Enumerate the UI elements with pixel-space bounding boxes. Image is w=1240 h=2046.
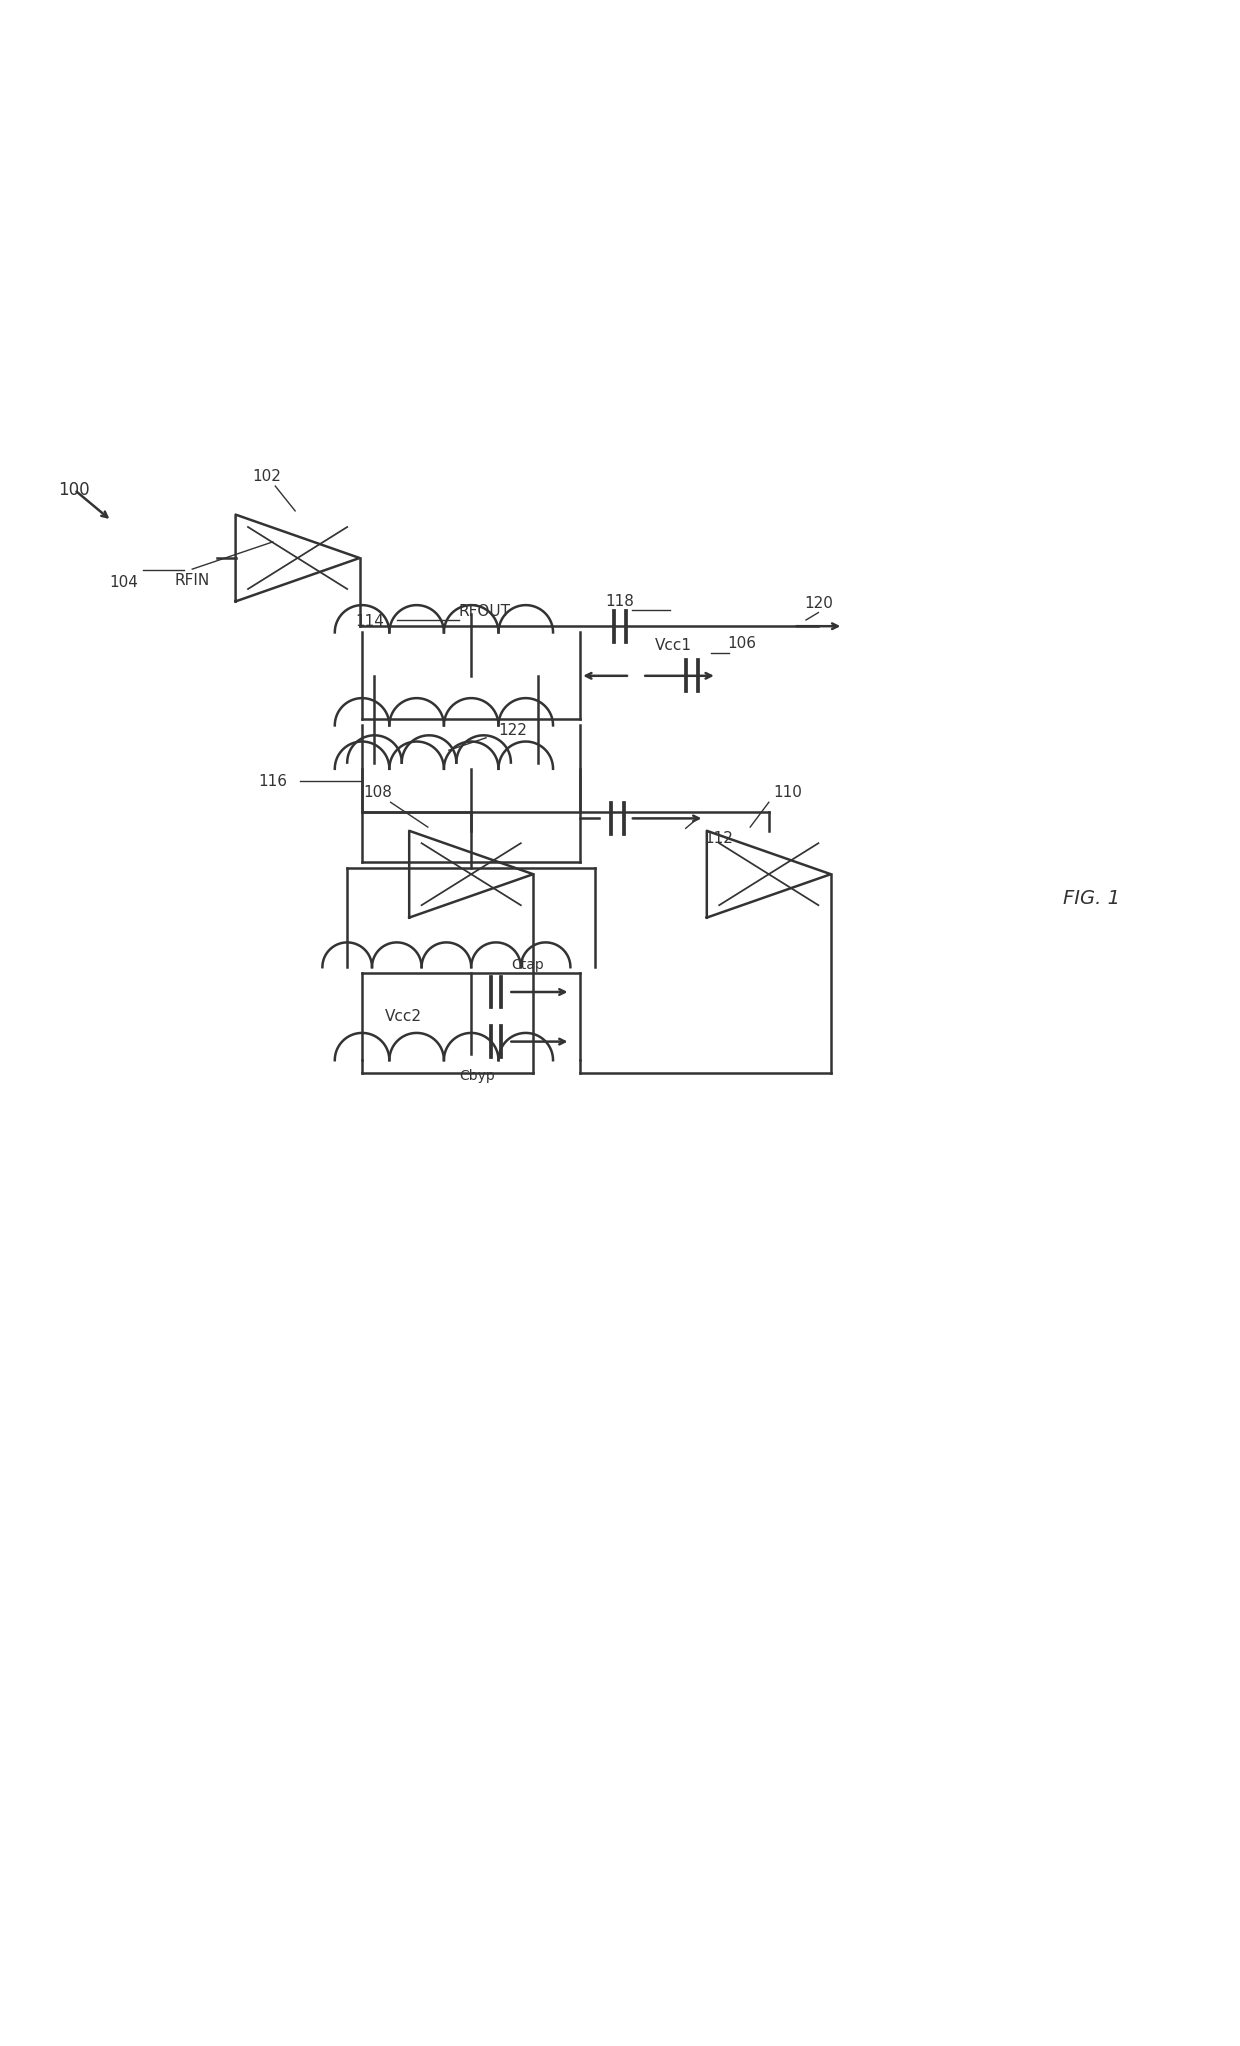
Text: 114: 114	[356, 614, 384, 628]
Text: 112: 112	[704, 831, 733, 845]
Text: 120: 120	[804, 595, 833, 612]
Text: 110: 110	[773, 786, 802, 800]
Text: 100: 100	[58, 481, 91, 499]
Text: 108: 108	[363, 786, 393, 800]
Text: 118: 118	[605, 593, 635, 610]
Text: 122: 122	[498, 722, 527, 739]
Text: Cbyp: Cbyp	[459, 1068, 495, 1082]
Text: 104: 104	[109, 575, 139, 591]
Text: FIG. 1: FIG. 1	[1063, 890, 1120, 908]
Text: Ctap: Ctap	[511, 958, 543, 972]
Text: RFOUT: RFOUT	[459, 604, 511, 618]
Text: 116: 116	[259, 773, 288, 788]
Text: Vcc2: Vcc2	[384, 1009, 422, 1025]
Text: 102: 102	[252, 469, 281, 483]
Text: 106: 106	[727, 636, 756, 651]
Text: Vcc1: Vcc1	[655, 638, 692, 653]
Text: RFIN: RFIN	[175, 573, 210, 587]
